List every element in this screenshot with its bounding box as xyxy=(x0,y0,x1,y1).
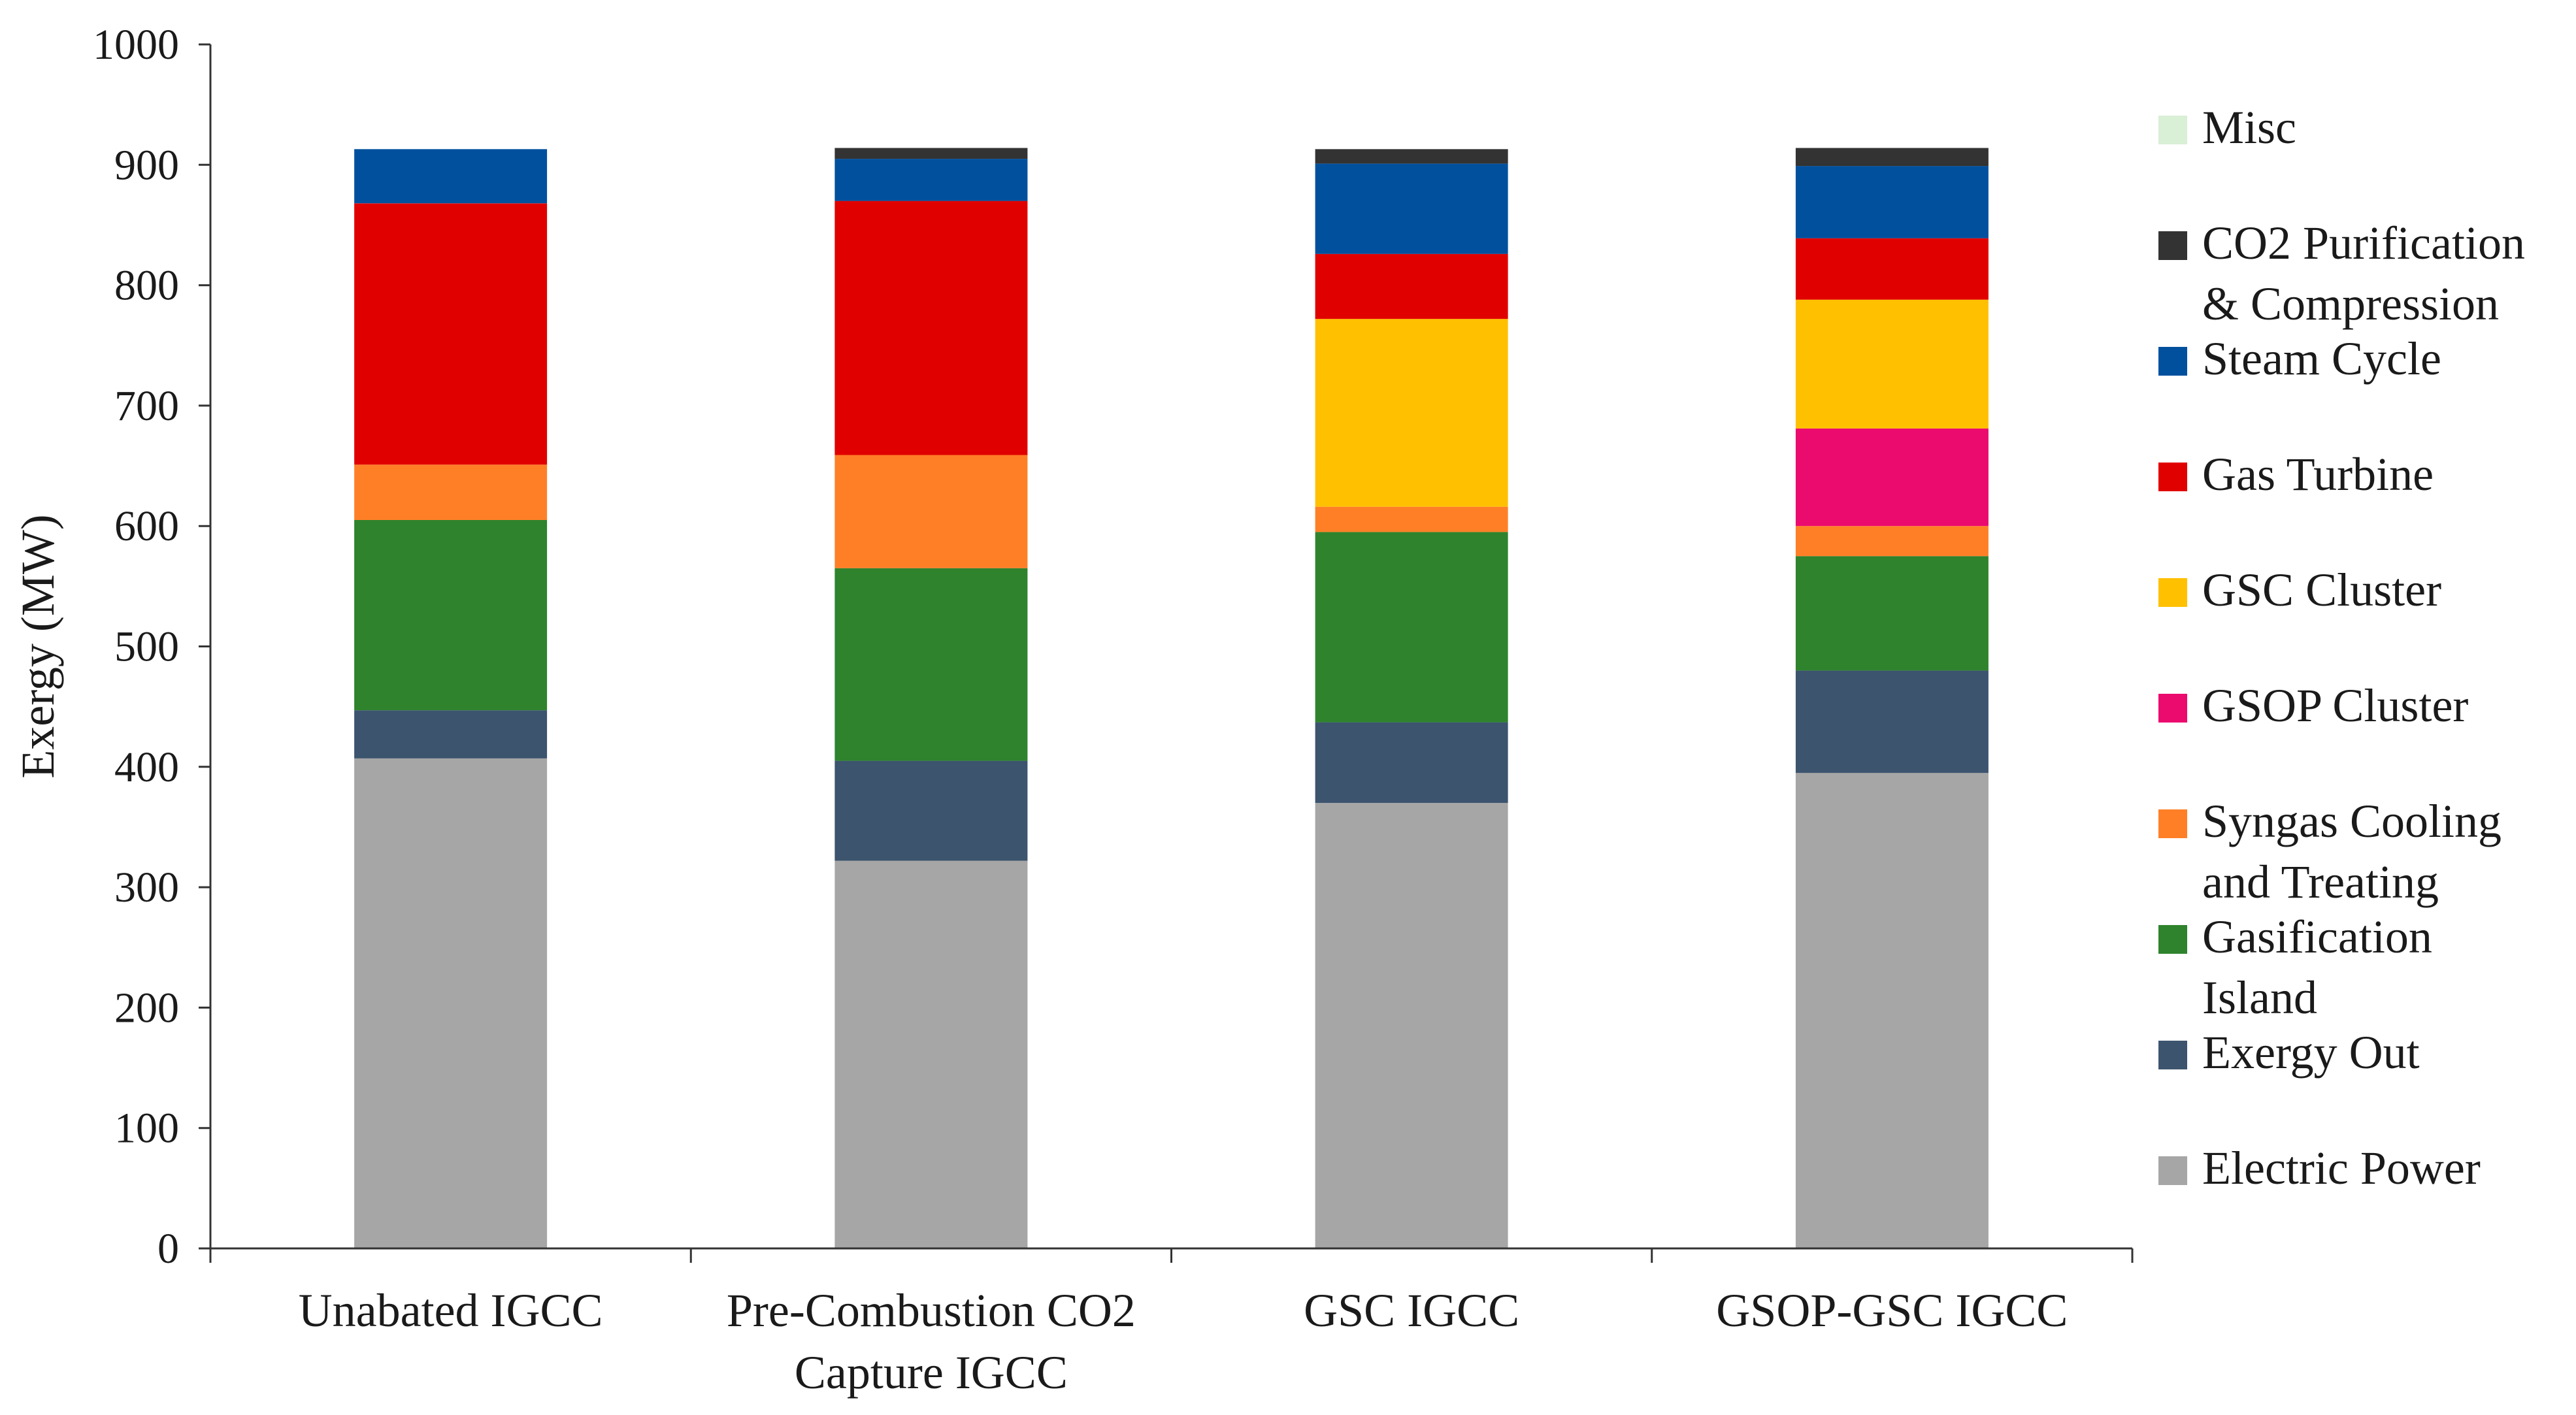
x-category-label: GSOP-GSC IGCC xyxy=(1716,1284,2068,1337)
bar-segment-co2-purification-compression xyxy=(1795,148,1989,167)
bar-segment-co2-purification-compression xyxy=(1315,149,1508,164)
legend-label: Steam Cycle xyxy=(2202,333,2441,385)
x-category-label: GSC IGCC xyxy=(1304,1284,1519,1337)
bar-segment-electric-power xyxy=(1795,773,1989,1248)
y-tick-label: 200 xyxy=(114,984,179,1032)
y-tick-label: 0 xyxy=(157,1225,179,1273)
bar-segment-exergy-out xyxy=(834,760,1028,861)
plot-area xyxy=(354,148,1989,1248)
legend-swatch-gsc-cluster xyxy=(2158,578,2187,607)
x-category-label: Unabated IGCC xyxy=(299,1284,603,1337)
bar-segment-steam-cycle xyxy=(1795,166,1989,238)
bar-segment-gasification-island xyxy=(354,520,548,711)
legend-swatch-syngas-cooling-and-treating xyxy=(2158,809,2187,838)
legend-label: Exergy Out xyxy=(2202,1026,2420,1079)
legend-label: GSOP Cluster xyxy=(2202,679,2468,732)
legend-label: Island xyxy=(2202,971,2317,1024)
bar-segment-gasification-island xyxy=(834,568,1028,761)
legend-label: Misc xyxy=(2202,101,2296,154)
bar-segment-steam-cycle xyxy=(1315,163,1508,254)
legend-swatch-steam-cycle xyxy=(2158,347,2187,376)
bar-segment-exergy-out xyxy=(354,710,548,758)
y-tick-label: 900 xyxy=(114,141,179,189)
legend-label: GSC Cluster xyxy=(2202,564,2441,616)
bar-segment-gasification-island xyxy=(1315,532,1508,723)
y-tick-label: 400 xyxy=(114,743,179,791)
x-category-label: Pre-Combustion CO2 xyxy=(727,1284,1136,1337)
y-tick-label: 600 xyxy=(114,502,179,550)
y-tick-label: 500 xyxy=(114,623,179,671)
bar-segment-gsc-cluster xyxy=(1795,299,1989,429)
legend-swatch-gasification-island xyxy=(2158,925,2187,954)
bar-segment-co2-purification-compression xyxy=(834,148,1028,159)
legend-swatch-co2-purification-compression xyxy=(2158,231,2187,260)
y-tick-label: 1000 xyxy=(93,21,179,69)
bar-segment-electric-power xyxy=(354,758,548,1248)
y-tick-label: 100 xyxy=(114,1105,179,1152)
bar-segment-exergy-out xyxy=(1795,670,1989,773)
bar-segment-gasification-island xyxy=(1795,556,1989,671)
legend-label: Gas Turbine xyxy=(2202,448,2434,500)
legend-label: CO2 Purification xyxy=(2202,217,2525,269)
y-tick-label: 700 xyxy=(114,382,179,430)
bar-segment-electric-power xyxy=(834,860,1028,1248)
x-category-label: Capture IGCC xyxy=(795,1346,1068,1399)
legend-swatch-gas-turbine xyxy=(2158,463,2187,491)
y-tick-label: 800 xyxy=(114,262,179,310)
bar-segment-exergy-out xyxy=(1315,722,1508,804)
legend-label: and Treating xyxy=(2202,856,2439,908)
legend-label: Electric Power xyxy=(2202,1142,2481,1194)
legend-label: Gasification xyxy=(2202,911,2432,963)
bar-segment-gas-turbine xyxy=(1315,253,1508,319)
legend-label: Syngas Cooling xyxy=(2202,795,2502,847)
bar-segment-gas-turbine xyxy=(834,201,1028,455)
bar-segment-syngas-cooling-and-treating xyxy=(1795,526,1989,557)
legend-swatch-gsop-cluster xyxy=(2158,694,2187,723)
bar-segment-gas-turbine xyxy=(1795,238,1989,300)
legend-label: & Compression xyxy=(2202,278,2499,330)
legend-swatch-exergy-out xyxy=(2158,1041,2187,1069)
axes: 0 100 200 300 400 500 600 700 800 900 1000 Unabated… xyxy=(12,21,2134,1399)
bar-segment-electric-power xyxy=(1315,803,1508,1248)
bar-segment-steam-cycle xyxy=(354,149,548,204)
bar-segment-gsop-cluster xyxy=(1795,428,1989,527)
bar-segment-syngas-cooling-and-treating xyxy=(834,455,1028,568)
bar-segment-syngas-cooling-and-treating xyxy=(354,464,548,520)
legend-swatch-misc xyxy=(2158,116,2187,144)
bar-segment-gsc-cluster xyxy=(1315,319,1508,507)
y-axis-title: Exergy (MW) xyxy=(12,514,64,779)
bar-segment-syngas-cooling-and-treating xyxy=(1315,506,1508,532)
y-tick-label: 300 xyxy=(114,864,179,911)
bar-segment-steam-cycle xyxy=(834,159,1028,201)
legend-swatch-electric-power xyxy=(2158,1156,2187,1185)
bar-segment-gas-turbine xyxy=(354,203,548,465)
